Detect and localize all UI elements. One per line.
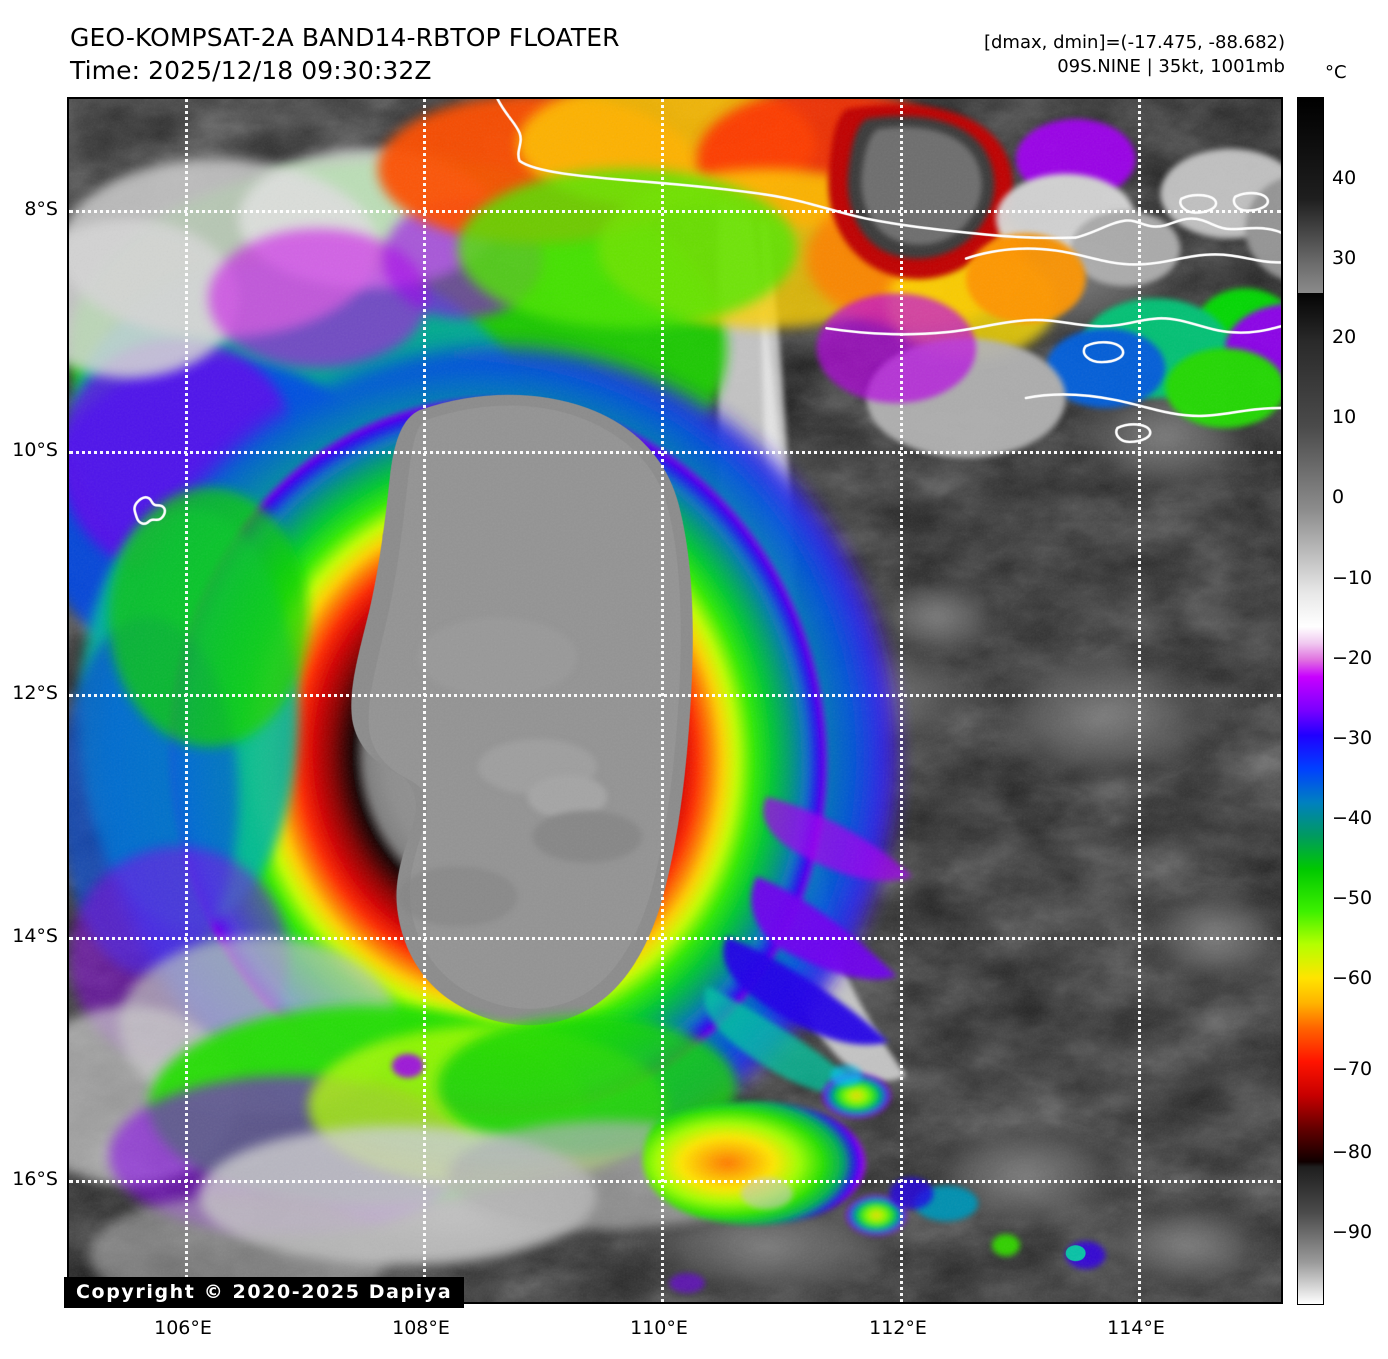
colorbar-tick-10: 10 bbox=[1332, 406, 1357, 428]
colorbar-segment-warm bbox=[1298, 98, 1323, 293]
colorbar[interactable] bbox=[1297, 97, 1324, 1305]
colorbar-tick-minus80: −80 bbox=[1332, 1141, 1373, 1163]
y-tick-label-8S: 8°S bbox=[24, 198, 58, 220]
title-block: GEO-KOMPSAT-2A BAND14-RBTOP FLOATER Time… bbox=[70, 22, 620, 87]
storm-info-label: 09S.NINE | 35kt, 1001mb bbox=[1057, 55, 1285, 77]
satellite-image-plot[interactable] bbox=[67, 97, 1283, 1304]
colorbar-tick-minus50: −50 bbox=[1332, 887, 1373, 909]
colorbar-tick-minus10: −10 bbox=[1332, 567, 1373, 589]
dmax-dmin-label: [dmax, dmin]=(-17.475, -88.682) bbox=[983, 32, 1285, 53]
y-tick-label-12S: 12°S bbox=[12, 682, 58, 704]
colorbar-tick-minus30: −30 bbox=[1332, 727, 1373, 749]
colorbar-tick-minus70: −70 bbox=[1332, 1058, 1373, 1080]
y-tick-label-16S: 16°S bbox=[12, 1168, 58, 1190]
colorbar-gradient bbox=[1297, 97, 1324, 1305]
y-tick-label-10S: 10°S bbox=[12, 439, 58, 461]
x-tick-label-110E: 110°E bbox=[630, 1317, 688, 1339]
colorbar-tick-minus20: −20 bbox=[1332, 647, 1373, 669]
y-tick-label-14S: 14°S bbox=[12, 925, 58, 947]
x-tick-label-108E: 108°E bbox=[392, 1317, 450, 1339]
metadata-block: [dmax, dmin]=(-17.475, -88.682) 09S.NINE… bbox=[984, 31, 1285, 79]
colorbar-tick-0: 0 bbox=[1332, 486, 1345, 508]
colorbar-tick-minus60: −60 bbox=[1332, 967, 1373, 989]
timestamp-label: Time: 2025/12/18 09:30:32Z bbox=[70, 55, 432, 85]
x-tick-label-112E: 112°E bbox=[869, 1317, 927, 1339]
satellite-imagery-raster bbox=[69, 99, 1281, 1302]
copyright-badge: Copyright © 2020-2025 Dapiya bbox=[64, 1277, 465, 1308]
colorbar-tick-minus90: −90 bbox=[1332, 1221, 1373, 1243]
colorbar-tick-minus40: −40 bbox=[1332, 807, 1373, 829]
x-tick-label-106E: 106°E bbox=[154, 1317, 212, 1339]
colorbar-unit-label: °C bbox=[1325, 62, 1347, 83]
colorbar-tick-30: 30 bbox=[1332, 247, 1357, 269]
x-tick-label-114E: 114°E bbox=[1107, 1317, 1165, 1339]
colorbar-tick-40: 40 bbox=[1332, 167, 1357, 189]
colorbar-segment-main bbox=[1298, 293, 1323, 1304]
page-title: GEO-KOMPSAT-2A BAND14-RBTOP FLOATER bbox=[70, 23, 620, 52]
colorbar-tick-20: 20 bbox=[1332, 326, 1357, 348]
